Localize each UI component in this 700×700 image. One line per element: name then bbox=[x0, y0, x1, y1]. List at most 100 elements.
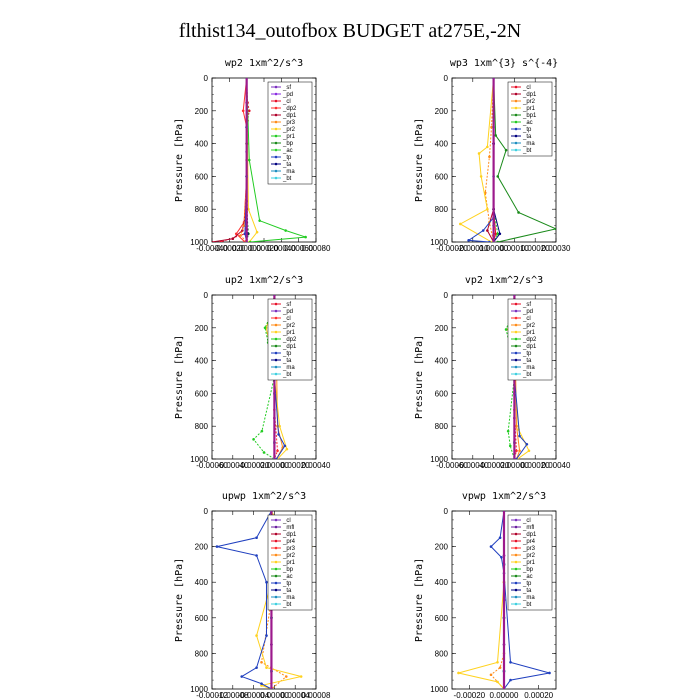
legend-label: _dp1 bbox=[522, 532, 537, 538]
legend-label: _bt bbox=[282, 176, 292, 182]
legend-label: _dp2 bbox=[282, 106, 297, 112]
legend-marker bbox=[274, 602, 278, 606]
y-tick-label: 600 bbox=[435, 389, 449, 398]
legend-label: _ta bbox=[282, 358, 292, 364]
y-tick-label: 0 bbox=[204, 291, 209, 300]
legend: _sf_pd_cl_pr2_pr1_dp2_dp1_tp_ta_ma_bt bbox=[267, 298, 313, 381]
legend-label: _cl bbox=[522, 316, 531, 322]
legend-marker bbox=[514, 553, 518, 557]
x-tick-label: 0.00040 bbox=[302, 461, 331, 470]
series-point bbox=[262, 451, 266, 454]
y-tick-label: 0 bbox=[444, 291, 449, 300]
legend-label: _ta bbox=[282, 162, 292, 168]
legend-label: _pd bbox=[522, 309, 533, 315]
y-tick-label: 600 bbox=[195, 172, 209, 181]
legend-marker bbox=[514, 141, 518, 145]
panel-title: vp2 1xm^2/s^3 bbox=[465, 275, 543, 286]
legend-marker bbox=[514, 574, 518, 578]
series-point bbox=[263, 326, 267, 330]
legend-marker bbox=[514, 588, 518, 592]
panel-title: up2 1xm^2/s^3 bbox=[225, 275, 303, 286]
series-point bbox=[258, 219, 261, 222]
x-tick-label: -0.00040 bbox=[217, 461, 249, 470]
series-point bbox=[234, 232, 238, 236]
series-point bbox=[504, 148, 508, 152]
legend-label: _cl bbox=[522, 518, 531, 524]
y-tick-label: 200 bbox=[195, 543, 209, 552]
y-tick-label: 800 bbox=[435, 422, 449, 431]
x-tick-label: 0.00000 bbox=[232, 244, 261, 253]
chart-panel-4: vp2 1xm^2/s^302004006008001000-0.00060-0… bbox=[414, 275, 571, 470]
legend-marker bbox=[274, 134, 278, 138]
series-point bbox=[490, 240, 493, 242]
legend-label: _pr1 bbox=[282, 134, 296, 140]
y-tick-label: 800 bbox=[195, 422, 209, 431]
chart-panel-5: upwp 1xm^2/s^302004006008001000-0.00012-… bbox=[174, 491, 331, 700]
x-tick-label: 0.00000 bbox=[500, 461, 529, 470]
y-axis-label: Pressure [hPa] bbox=[174, 118, 185, 202]
series-point bbox=[278, 424, 281, 428]
panel-title: wp2 1xm^2/s^3 bbox=[225, 58, 303, 69]
legend-marker bbox=[274, 574, 278, 578]
legend-label: _dp2 bbox=[522, 337, 537, 343]
legend-label: _bt bbox=[522, 148, 532, 154]
legend-marker bbox=[514, 546, 518, 550]
x-tick-label: 0.00040 bbox=[542, 461, 571, 470]
series-point bbox=[509, 661, 512, 664]
x-tick-label: 0.00004 bbox=[281, 691, 310, 700]
series-point bbox=[248, 240, 252, 242]
y-tick-label: 0 bbox=[204, 507, 209, 516]
legend-marker bbox=[514, 344, 518, 348]
legend-label: _ac bbox=[282, 148, 293, 154]
legend-marker bbox=[514, 85, 518, 89]
legend-label: _pr4 bbox=[282, 539, 296, 545]
legend-label: _pr4 bbox=[522, 539, 536, 545]
x-tick-label: 0.00020 bbox=[521, 461, 550, 470]
x-tick-label: 0.00020 bbox=[521, 244, 550, 253]
series-point bbox=[496, 175, 500, 178]
legend-marker bbox=[514, 337, 518, 341]
legend-label: _bp1 bbox=[522, 113, 537, 119]
series-point bbox=[260, 429, 264, 433]
legend-label: _tp bbox=[282, 351, 292, 357]
series-point bbox=[498, 666, 502, 669]
legend-marker bbox=[274, 560, 278, 564]
legend-label: _dp1 bbox=[282, 532, 297, 538]
legend-marker bbox=[274, 518, 278, 522]
y-tick-label: 1000 bbox=[430, 238, 448, 247]
legend-label: _pr1 bbox=[522, 330, 536, 336]
legend-label: _pr1 bbox=[282, 330, 296, 336]
legend-label: _bp bbox=[282, 141, 294, 147]
series-point bbox=[212, 240, 214, 242]
legend-marker bbox=[274, 581, 278, 585]
legend-label: _tp bbox=[282, 155, 292, 161]
series-point bbox=[283, 444, 287, 448]
series-point bbox=[239, 234, 242, 237]
x-tick-label: 0.00020 bbox=[250, 244, 279, 253]
legend-label: _mfl bbox=[282, 525, 294, 531]
legend-label: _dp1 bbox=[282, 344, 297, 350]
series-point bbox=[488, 240, 491, 242]
series-point bbox=[477, 152, 481, 155]
legend-label: _cl bbox=[522, 85, 531, 91]
series-point bbox=[517, 211, 520, 214]
legend-marker bbox=[514, 358, 518, 362]
legend-marker bbox=[274, 169, 278, 173]
legend-marker bbox=[514, 595, 518, 599]
y-tick-label: 1000 bbox=[190, 238, 208, 247]
legend-marker bbox=[274, 525, 278, 529]
series-point bbox=[277, 433, 280, 436]
y-tick-label: 0 bbox=[444, 74, 449, 83]
legend-label: _bt bbox=[522, 372, 532, 378]
legend-marker bbox=[514, 365, 518, 369]
series-point bbox=[240, 675, 244, 678]
y-tick-label: 400 bbox=[435, 140, 449, 149]
legend-marker bbox=[514, 127, 518, 131]
x-tick-label: 0.00000 bbox=[490, 691, 519, 700]
chart-panel-6: vpwp 1xm^2/s^3 0 200 400 600 800 1000 -0.00020 0… bbox=[414, 491, 557, 700]
series-point bbox=[481, 229, 485, 232]
series-point bbox=[265, 580, 268, 584]
legend-marker bbox=[274, 595, 278, 599]
legend-label: _pr1 bbox=[522, 560, 536, 566]
series-point bbox=[515, 449, 518, 453]
